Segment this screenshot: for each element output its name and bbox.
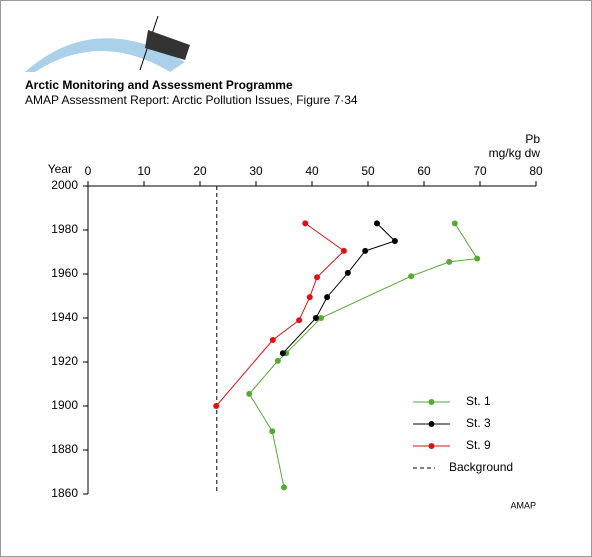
x-tick-label: 60 (417, 164, 431, 178)
y-tick-label: 2000 (51, 178, 78, 192)
data-point (344, 269, 351, 276)
data-point (213, 403, 220, 409)
legend-marker (428, 421, 435, 427)
y-tick-label: 1880 (51, 442, 78, 456)
legend-label: Background (449, 460, 513, 474)
y-tick-label: 1920 (51, 354, 78, 368)
logo-arc (25, 38, 185, 72)
x-tick-label: 40 (305, 164, 319, 178)
legend-marker (428, 399, 435, 405)
x-tick-label: 80 (529, 164, 543, 178)
y-tick-label: 1960 (51, 266, 78, 280)
x-tick-label: 30 (249, 164, 263, 178)
data-point (306, 294, 313, 301)
data-point (269, 337, 276, 343)
data-point (474, 255, 481, 262)
x-tick-label: 20 (193, 164, 207, 178)
data-point (362, 247, 369, 254)
legend-label: St. 3 (466, 416, 491, 430)
data-point (340, 247, 347, 254)
header-title: Arctic Monitoring and Assessment Program… (25, 78, 293, 92)
y-tick-label: 1940 (51, 310, 78, 324)
data-point (317, 315, 324, 321)
series-line (248, 223, 479, 488)
data-point (269, 428, 276, 435)
x-tick-label: 70 (473, 164, 487, 178)
data-point (324, 294, 331, 301)
y-tick-label: 1860 (51, 486, 78, 500)
logo-badge (145, 30, 190, 60)
y-tick-label: 1900 (51, 398, 78, 412)
data-point (281, 484, 287, 491)
legend-marker (428, 443, 435, 449)
y-tick-label: 1980 (51, 222, 78, 236)
data-point (274, 357, 281, 364)
x-unit: mg/kg dw (489, 146, 541, 160)
legend-label: St. 1 (466, 394, 491, 408)
x-tick-label: 0 (85, 164, 92, 178)
legend-label: St. 9 (466, 438, 491, 452)
footer: AMAP (510, 500, 536, 510)
x-label: Pb (525, 132, 540, 146)
data-point (451, 220, 458, 227)
data-point (408, 273, 415, 280)
y-label: Year (48, 162, 72, 176)
x-tick-label: 50 (361, 164, 375, 178)
header-subtitle: AMAP Assessment Report: Arctic Pollution… (25, 93, 358, 107)
data-point (446, 258, 453, 265)
data-point (314, 274, 321, 281)
data-point (246, 390, 253, 397)
data-point (279, 350, 286, 357)
data-point (391, 238, 398, 244)
data-point (302, 220, 309, 227)
data-point (296, 317, 303, 324)
x-tick-label: 10 (137, 164, 151, 178)
data-point (373, 220, 380, 227)
data-point (312, 315, 319, 321)
